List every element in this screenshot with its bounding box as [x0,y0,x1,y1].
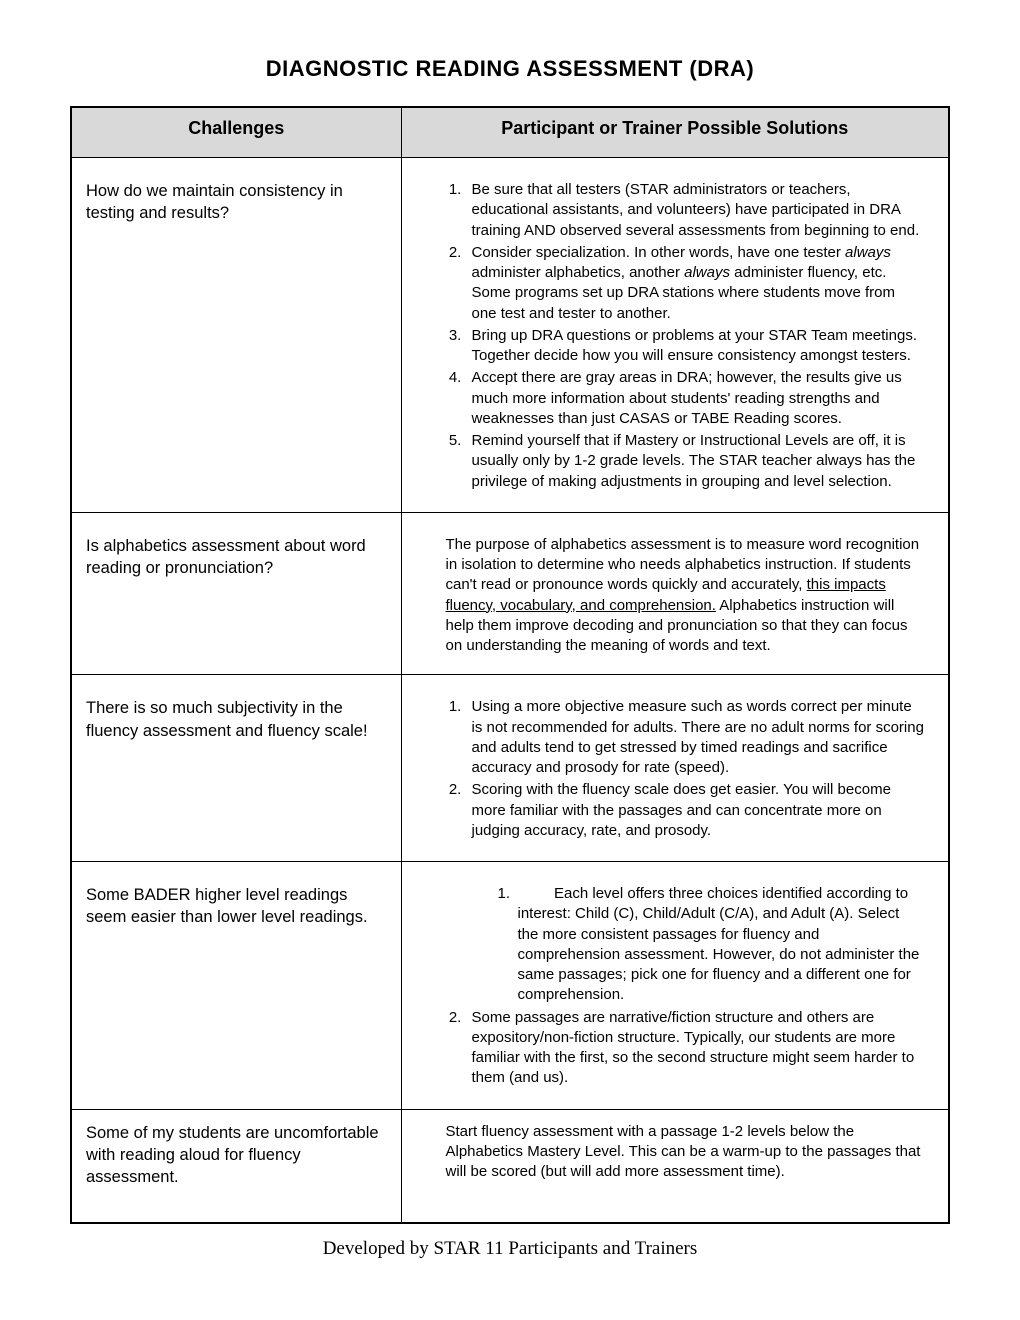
list-item: Be sure that all testers (STAR administr… [466,180,925,241]
solution-cell: Start fluency assessment with a passage … [401,1109,949,1223]
challenge-cell: Some of my students are uncomfortable wi… [71,1109,401,1223]
table-row: There is so much subjectivity in the flu… [71,675,949,862]
list-item: Each level offers three choices identifi… [518,885,920,1003]
challenge-cell: How do we maintain consistency in testin… [71,158,401,513]
page-footer: Developed by STAR 11 Participants and Tr… [70,1238,950,1260]
solution-cell: The purpose of alphabetics assessment is… [401,512,949,675]
table-row: Some of my students are uncomfortable wi… [71,1109,949,1223]
table-row: Is alphabetics assessment about word rea… [71,512,949,675]
list-item: Using a more objective measure such as w… [466,697,925,778]
challenge-cell: There is so much subjectivity in the flu… [71,675,401,862]
solution-list: Using a more objective measure such as w… [446,697,933,841]
solution-cell: 1.Each level offers three choices identi… [401,862,949,1110]
header-row: Challenges Participant or Trainer Possib… [71,107,949,158]
solution-list: 1.Each level offers three choices identi… [446,884,933,1089]
solution-paragraph: The purpose of alphabetics assessment is… [446,535,933,657]
header-solutions: Participant or Trainer Possible Solution… [401,107,949,158]
list-item: Consider specialization. In other words,… [466,243,925,324]
list-item: Scoring with the fluency scale does get … [466,780,925,841]
document-page: DIAGNOSTIC READING ASSESSMENT (DRA) Chal… [0,0,1020,1290]
page-title: DIAGNOSTIC READING ASSESSMENT (DRA) [70,56,950,82]
challenge-cell: Some BADER higher level readings seem ea… [71,862,401,1110]
list-item: Accept there are gray areas in DRA; howe… [466,368,925,429]
dra-table: Challenges Participant or Trainer Possib… [70,106,950,1224]
list-item: Bring up DRA questions or problems at yo… [466,326,925,367]
table-row: How do we maintain consistency in testin… [71,158,949,513]
solution-list: Be sure that all testers (STAR administr… [446,180,933,492]
list-item: Remind yourself that if Mastery or Instr… [466,431,925,492]
table-row: Some BADER higher level readings seem ea… [71,862,949,1110]
challenge-cell: Is alphabetics assessment about word rea… [71,512,401,675]
solution-cell: Be sure that all testers (STAR administr… [401,158,949,513]
solution-paragraph: Start fluency assessment with a passage … [446,1122,933,1183]
solution-cell: Using a more objective measure such as w… [401,675,949,862]
list-item: Some passages are narrative/fiction stru… [466,1008,925,1089]
header-challenges: Challenges [71,107,401,158]
